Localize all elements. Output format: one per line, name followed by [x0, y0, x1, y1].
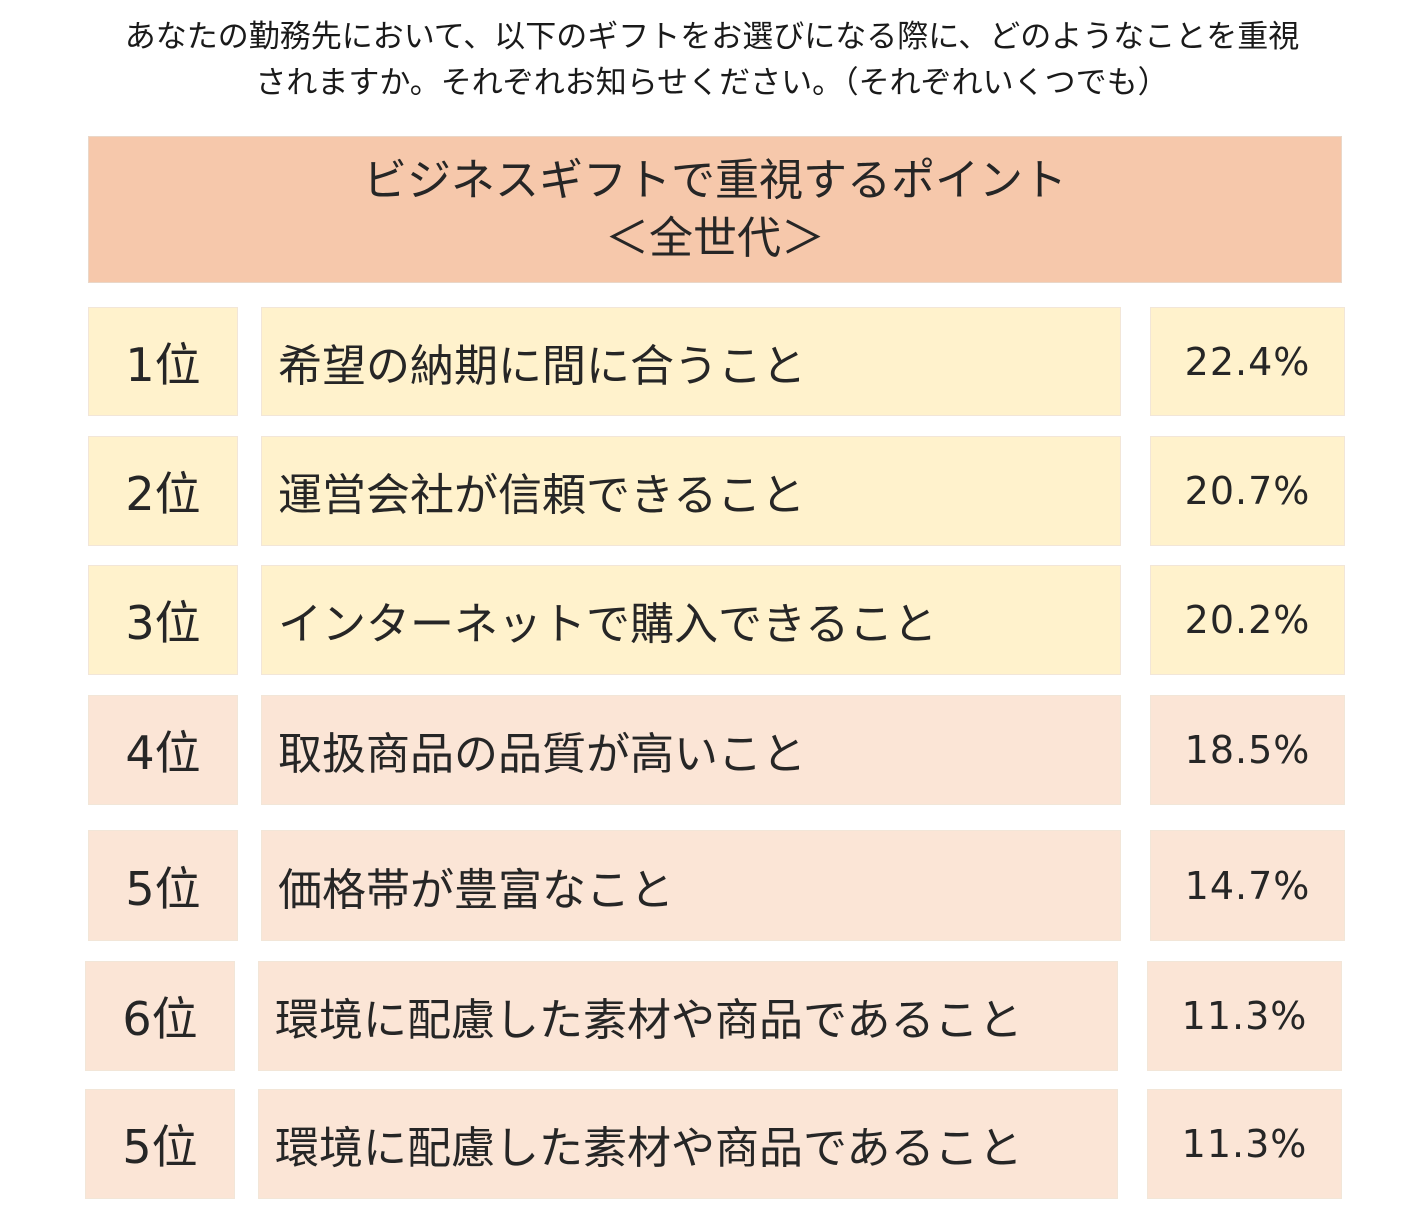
item-label: インターネットで購入できること — [262, 566, 1120, 674]
rank-label: 2位 — [89, 437, 237, 545]
rank-label: 5位 — [86, 1090, 234, 1198]
survey-question: あなたの勤務先において、以下のギフトをお選びになる際に、どのようなことを重視 さ… — [20, 14, 1404, 106]
rank-label: 4位 — [89, 696, 237, 804]
rank-label: 3位 — [89, 566, 237, 674]
item-label: 運営会社が信頼できること — [262, 437, 1120, 545]
item-label: 価格帯が豊富なこと — [262, 831, 1120, 940]
percent-value: 18.5% — [1151, 696, 1344, 804]
survey-question-line-1: あなたの勤務先において、以下のギフトをお選びになる際に、どのようなことを重視 — [124, 19, 1300, 55]
item-label: 取扱商品の品質が高いこと — [262, 696, 1120, 804]
percent-value: 11.3% — [1148, 1090, 1341, 1198]
percent-value: 11.3% — [1148, 962, 1341, 1070]
rank-label: 1位 — [89, 308, 237, 415]
rank-label: 6位 — [86, 962, 234, 1070]
rank-label: 5位 — [89, 831, 237, 940]
percent-value: 20.2% — [1151, 566, 1344, 674]
item-label: 環境に配慮した素材や商品であること — [259, 1090, 1117, 1198]
percent-value: 20.7% — [1151, 437, 1344, 545]
percent-value: 14.7% — [1151, 831, 1344, 940]
survey-question-line-2: されますか。それぞれお知らせください。（それぞれいくつでも） — [255, 65, 1169, 101]
chart-title: ビジネスギフトで重視するポイント — [363, 154, 1067, 206]
item-label: 環境に配慮した素材や商品であること — [259, 962, 1117, 1070]
chart-title-banner: ビジネスギフトで重視するポイント ＜全世代＞ — [89, 137, 1341, 282]
percent-value: 22.4% — [1151, 308, 1344, 415]
item-label: 希望の納期に間に合うこと — [262, 308, 1120, 415]
chart-subtitle: ＜全世代＞ — [605, 212, 825, 264]
